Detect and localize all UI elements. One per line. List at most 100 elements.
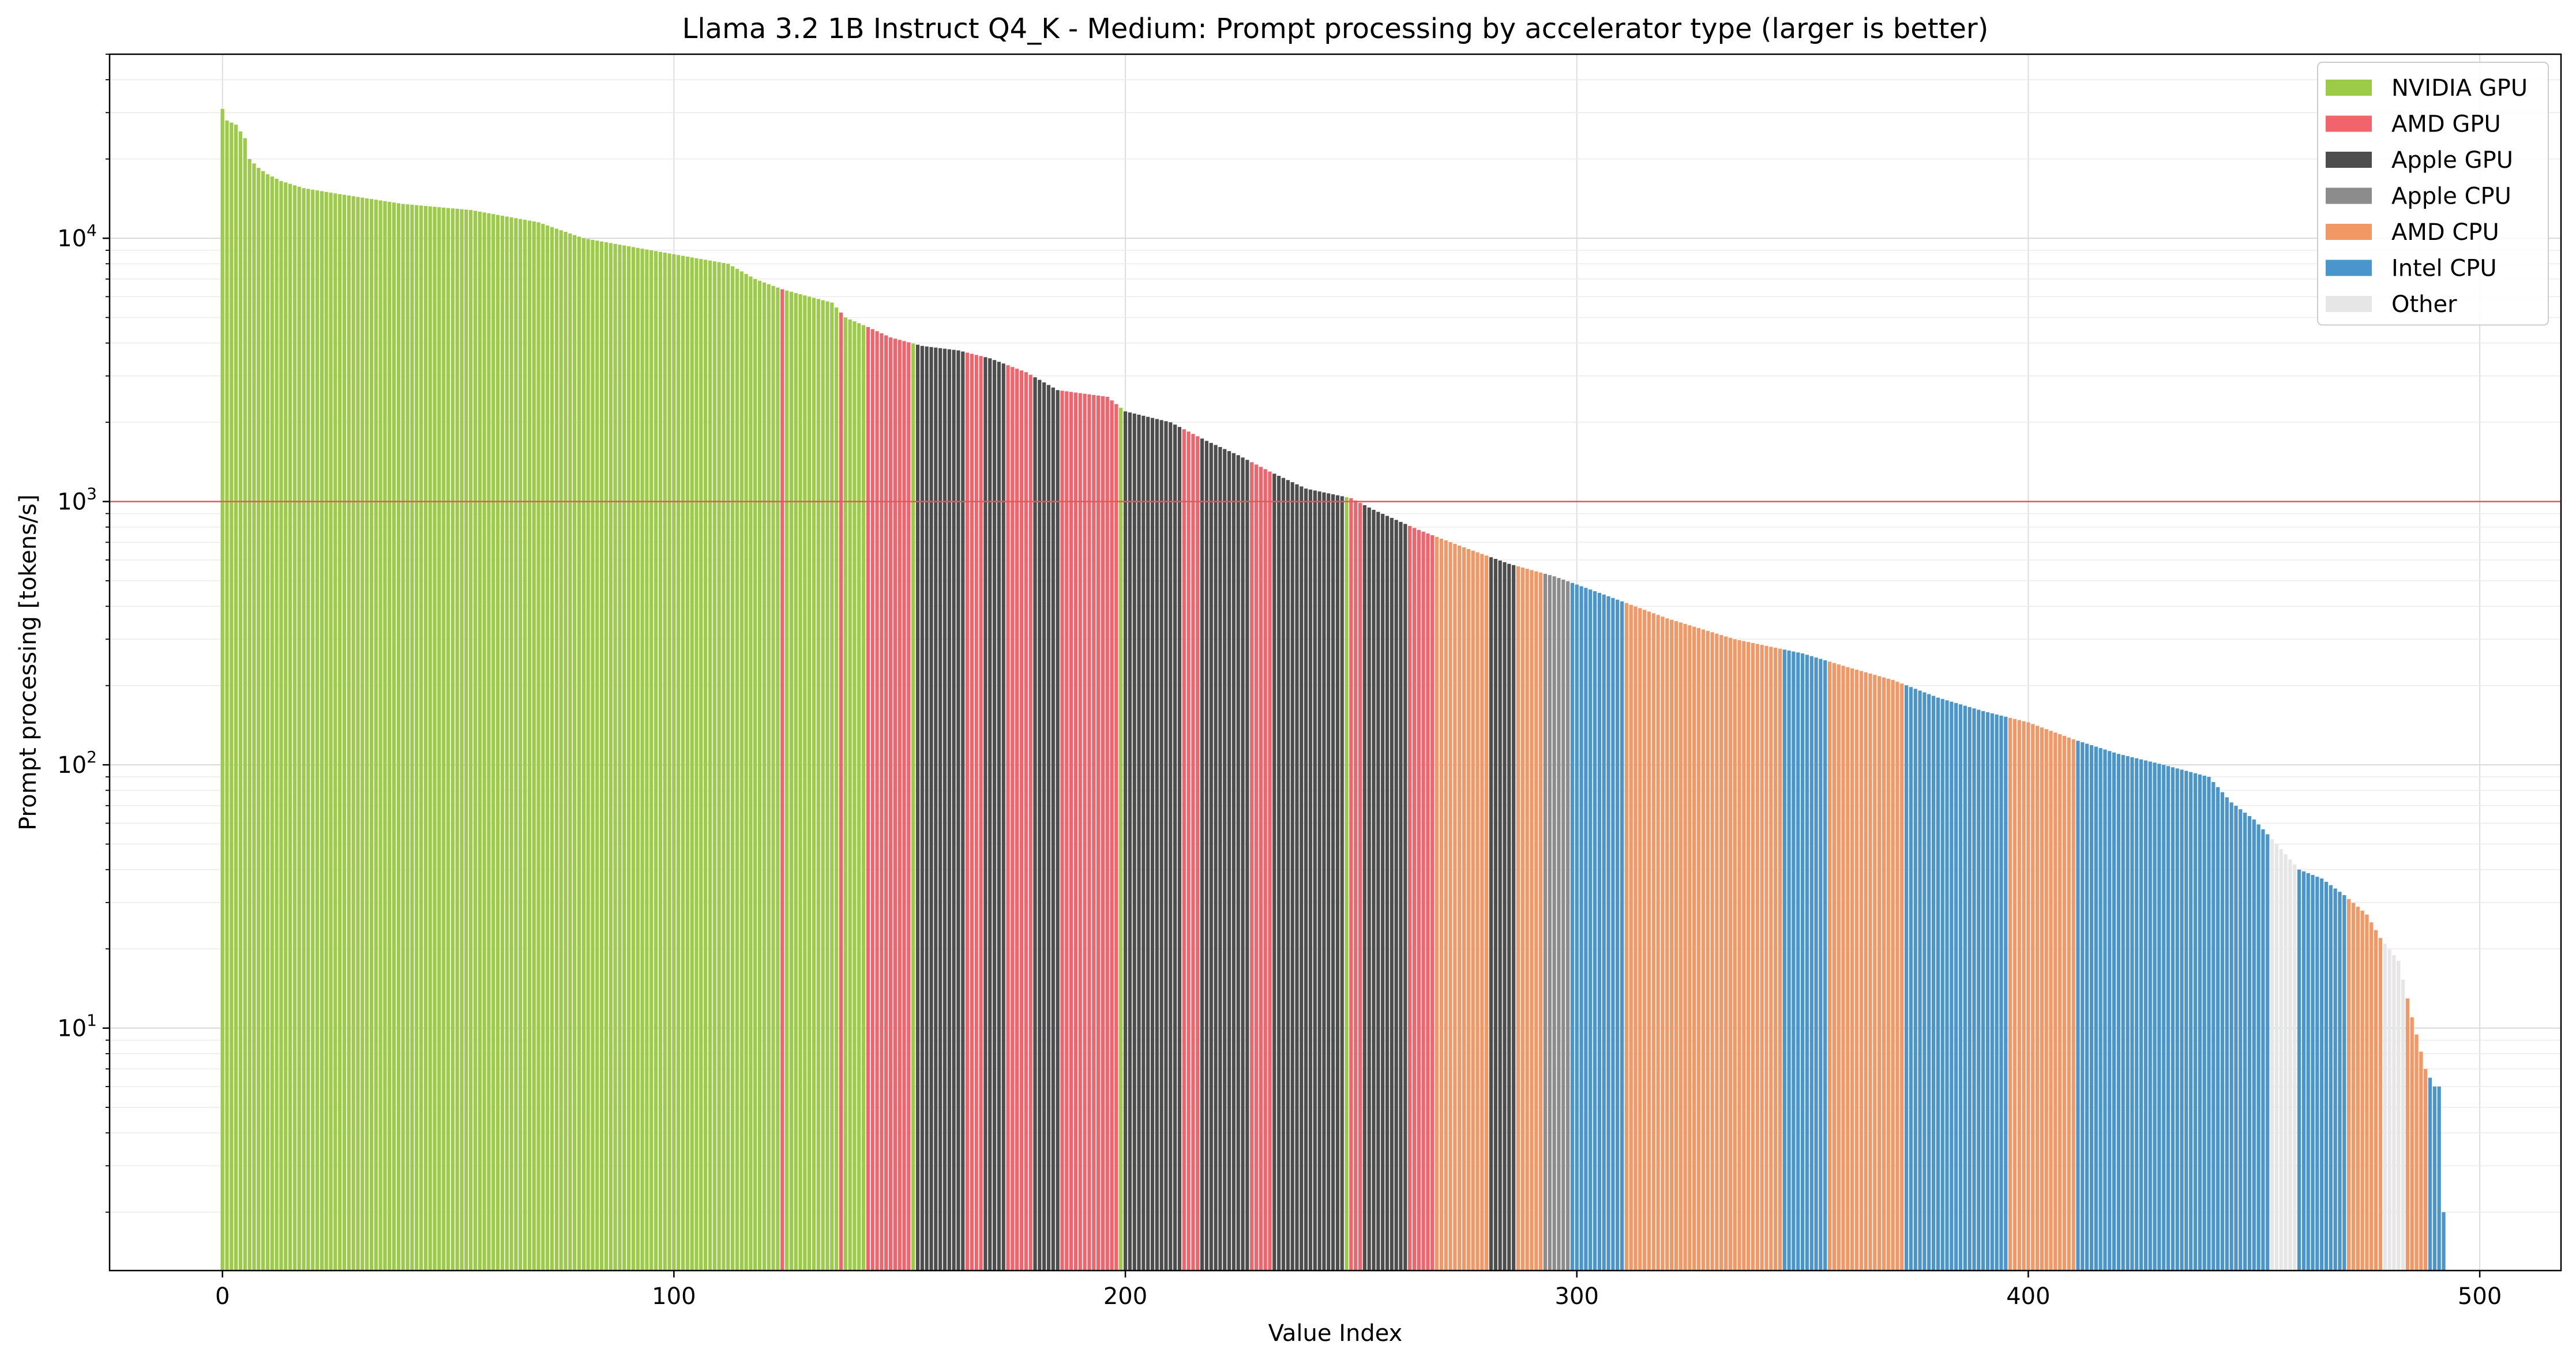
bar [1995,714,1999,1271]
bar [315,190,320,1271]
bar [2247,816,2252,1271]
bar [2135,758,2139,1271]
bar [450,208,455,1271]
bar [1877,676,1882,1271]
bar [704,260,708,1271]
bar [1674,621,1678,1271]
bar [744,273,748,1271]
bar [401,204,405,1271]
bar [1060,390,1064,1271]
bar [853,321,857,1271]
bar [288,183,292,1271]
bar [677,255,681,1271]
bar [1300,486,1304,1271]
bar [1616,599,1620,1271]
bar [1575,584,1579,1271]
bar [749,276,753,1271]
bar [1814,657,1818,1271]
bar [505,216,509,1271]
bar [252,163,256,1271]
bar [798,294,802,1271]
bar [988,358,992,1271]
bar [2143,760,2148,1271]
bar [2378,938,2383,1271]
bar [1169,422,1173,1271]
bar [762,282,767,1271]
bar [1701,629,1706,1271]
bar [2166,766,2171,1271]
bar [654,251,658,1271]
bar [378,200,382,1271]
bar [2121,755,2125,1271]
bar [1015,369,1019,1271]
bar [1904,685,1909,1271]
bar [1101,396,1105,1271]
bar [1512,565,1516,1271]
bar [1444,540,1448,1271]
bar [1530,570,1534,1271]
bar [347,196,351,1271]
bar [1475,552,1479,1271]
bar [663,253,667,1271]
bar [1146,416,1150,1271]
bar [1792,651,1796,1271]
bar [2442,1212,2446,1271]
bar [2392,955,2396,1271]
bar [2017,720,2021,1271]
bar [1354,500,1358,1271]
bar [2171,767,2175,1271]
bar [1723,636,1728,1271]
bar [1150,418,1155,1271]
bar [875,331,879,1271]
bar [1065,391,1069,1271]
bar [1958,704,1963,1271]
bar [1940,698,1944,1271]
bar [396,203,401,1271]
bar [835,307,839,1271]
bar [888,337,893,1271]
bar [1661,617,1665,1271]
bar [1747,642,1751,1271]
bar [1128,412,1132,1271]
bar [2428,1077,2432,1271]
bar [2301,871,2305,1271]
bar [1204,441,1209,1271]
bar [1538,572,1543,1271]
bar [2360,910,2364,1271]
bar [1498,560,1502,1271]
bar [1895,682,1899,1271]
bar [2297,869,2301,1271]
bar [739,271,743,1271]
bar [857,323,861,1271]
bar [2356,907,2360,1271]
bar [1565,581,1570,1271]
bar [1403,524,1407,1271]
bar [757,280,762,1271]
bar [1760,645,1764,1271]
bar [1376,512,1380,1271]
bar [1593,591,1597,1271]
bar [1620,601,1624,1271]
bar [2225,797,2229,1271]
bar [604,242,609,1271]
bar [523,220,527,1271]
legend-swatch [2326,152,2372,168]
bar [843,317,847,1271]
bar [2130,757,2134,1271]
bar [568,233,572,1271]
bar [2089,745,2094,1271]
bar [1331,494,1335,1271]
bar [595,241,599,1271]
bar [1882,677,1886,1271]
bar [1589,589,1593,1271]
bar [2374,930,2378,1271]
bar [2320,878,2324,1271]
bar [934,347,938,1271]
bar [622,245,626,1271]
bar [2116,754,2121,1271]
bar [1046,385,1051,1271]
bar [784,290,789,1271]
bar [1647,611,1651,1271]
bar [464,209,468,1271]
bar [532,221,536,1271]
